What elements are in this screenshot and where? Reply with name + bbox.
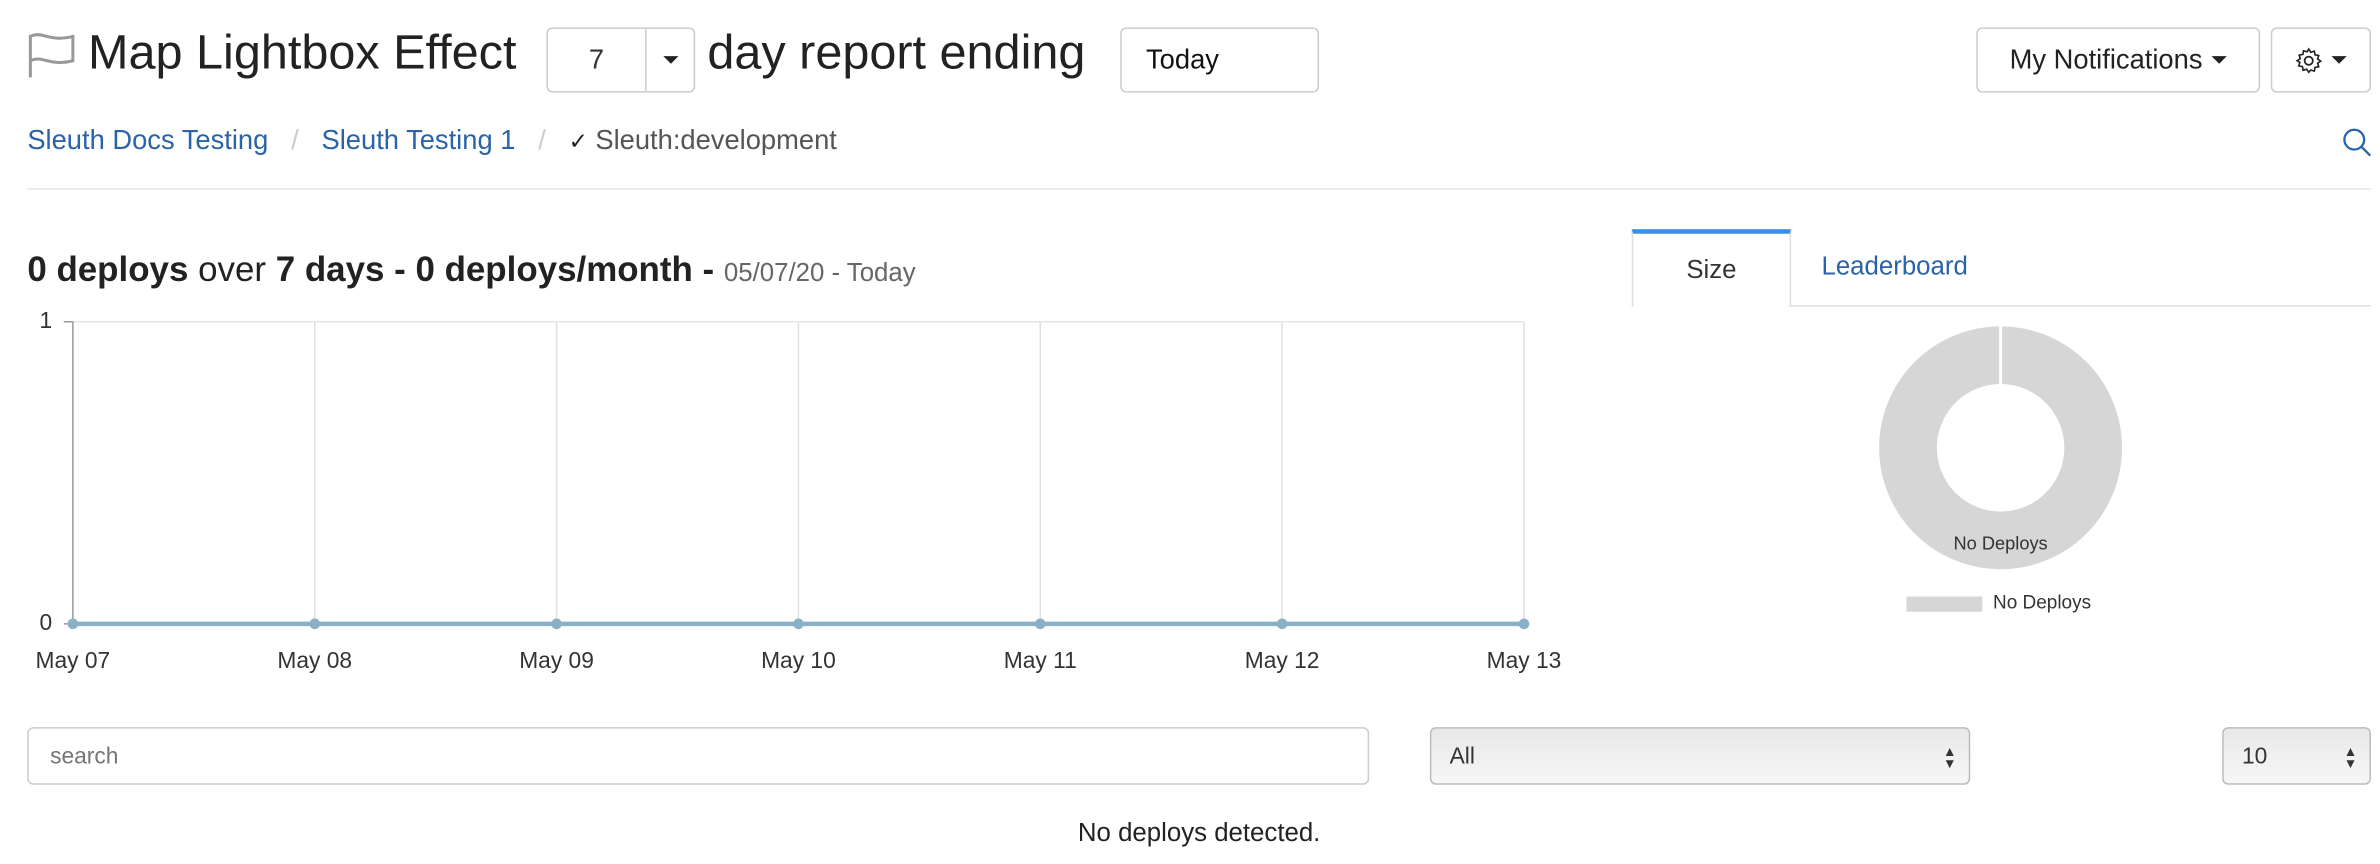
caret-down-icon <box>662 56 678 64</box>
select-arrows-icon: ▲ ▼ <box>2343 743 2358 772</box>
flag-icon <box>28 33 75 78</box>
days-dropdown-button[interactable] <box>647 29 694 91</box>
tab-leaderboard[interactable]: Leaderboard <box>1821 251 1968 281</box>
data-point <box>1518 618 1530 630</box>
breadcrumb-link[interactable]: Sleuth Testing 1 <box>321 124 516 155</box>
page-size-value: 10 <box>2241 743 2268 769</box>
checkmark-icon: ✓ <box>568 129 588 155</box>
deploys-line-chart <box>63 321 1530 630</box>
breadcrumb-current: Sleuth:development <box>595 124 837 155</box>
x-tick-label: May 10 <box>761 648 836 674</box>
settings-button[interactable] <box>2270 27 2371 93</box>
days-value[interactable]: 7 <box>548 28 647 92</box>
end-date-input[interactable]: Today <box>1120 27 1320 93</box>
summary-dash: - <box>702 248 715 289</box>
caret-down-icon <box>2331 56 2347 64</box>
x-tick-label: May 11 <box>1003 648 1077 674</box>
data-point <box>793 618 804 630</box>
caret-down-icon <box>2211 56 2227 64</box>
data-point <box>551 618 562 630</box>
gear-icon <box>2295 46 2323 73</box>
deploy-count: 0 deploys <box>27 248 189 289</box>
x-tick-label: May 09 <box>519 648 594 674</box>
summary-days: 7 days <box>275 248 385 289</box>
select-arrows-icon: ▲ ▼ <box>1943 743 1957 772</box>
data-point <box>67 618 79 630</box>
my-notifications-button[interactable]: My Notifications <box>1976 27 2261 93</box>
data-point <box>1276 618 1288 630</box>
type-filter-select[interactable]: All ▲ ▼ <box>1429 727 1971 785</box>
days-select[interactable]: 7 <box>546 27 696 93</box>
page-size-select[interactable]: 10 ▲ ▼ <box>2222 727 2371 785</box>
tab-size[interactable]: Size <box>1631 229 1792 307</box>
type-filter-value: All <box>1449 743 1475 769</box>
divider <box>27 188 2371 190</box>
data-point <box>1034 618 1046 630</box>
legend-label: No Deploys <box>1993 591 2092 614</box>
report-text: day report ending <box>707 24 1086 79</box>
x-tick-label: May 07 <box>35 648 111 674</box>
empty-message: No deploys detected. <box>1077 818 1321 847</box>
summary-dash: - <box>394 248 406 289</box>
deploys-per-month: 0 deploys/month <box>415 248 693 289</box>
donut-label: No Deploys <box>1953 532 2048 555</box>
tabs-border <box>1631 305 2371 307</box>
breadcrumb: Sleuth Docs Testing / Sleuth Testing 1 /… <box>27 124 837 156</box>
notifications-label: My Notifications <box>2009 44 2203 75</box>
y-tick-label: 0 <box>39 610 53 637</box>
x-tick-label: May 08 <box>277 648 353 674</box>
search-icon[interactable] <box>2342 128 2372 158</box>
date-range: 05/07/20 - Today <box>723 258 916 287</box>
breadcrumb-separator: / <box>538 124 546 155</box>
search-input[interactable] <box>27 727 1370 785</box>
breadcrumb-link[interactable]: Sleuth Docs Testing <box>27 124 269 155</box>
deploy-summary: 0 deploys over 7 days - 0 deploys/month … <box>27 249 915 290</box>
x-tick-label: May 12 <box>1244 648 1320 674</box>
data-point <box>309 618 321 630</box>
size-donut-chart <box>1879 326 2123 570</box>
page-title: Map Lightbox Effect <box>88 24 517 79</box>
breadcrumb-separator: / <box>291 124 299 155</box>
y-tick-label: 1 <box>39 308 53 334</box>
legend-swatch <box>1906 596 1983 612</box>
x-tick-label: May 13 <box>1486 648 1562 674</box>
summary-text: over <box>198 248 267 289</box>
